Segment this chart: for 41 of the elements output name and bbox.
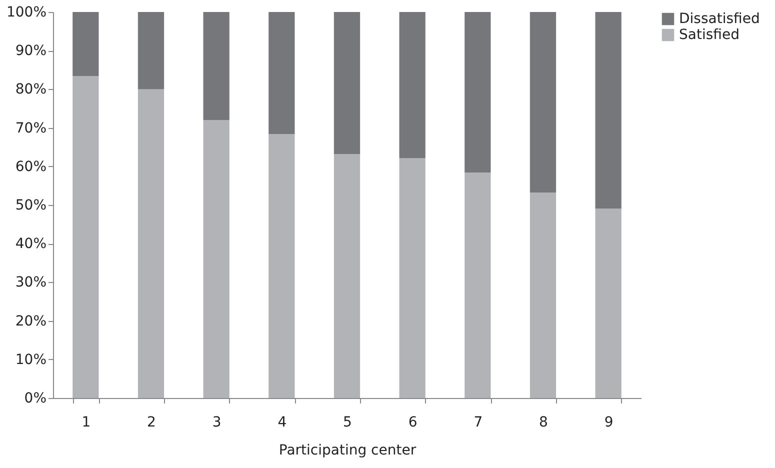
y-tick-label: 60%	[15, 158, 46, 175]
y-tick-label: 100%	[6, 4, 46, 20]
y-tick-label: 10%	[15, 352, 46, 368]
x-tick-label: 9	[604, 414, 614, 430]
x-tick-label: 7	[474, 414, 483, 430]
legend-label: Satisfied	[679, 27, 740, 43]
x-tick-label: 4	[278, 414, 287, 430]
x-tick-label: 3	[212, 414, 222, 430]
y-tick-label: 40%	[15, 236, 46, 252]
bar	[464, 12, 491, 173]
x-tick-label: 5	[343, 414, 352, 430]
y-tick-label: 50%	[15, 198, 46, 214]
bar	[268, 134, 295, 398]
bar	[530, 192, 556, 398]
bar	[399, 12, 426, 158]
bar	[203, 12, 230, 120]
bar	[399, 158, 426, 398]
bar	[138, 12, 164, 90]
y-tick-label: 80%	[15, 82, 46, 98]
bar	[138, 89, 164, 398]
bar	[72, 76, 99, 398]
bar	[595, 12, 622, 208]
x-axis-title: Participating center	[278, 442, 416, 458]
bar	[464, 172, 491, 398]
bar	[72, 12, 99, 76]
x-tick-label: 6	[408, 414, 418, 430]
y-tick-label: 70%	[15, 120, 46, 136]
bar	[268, 12, 295, 134]
x-tick-label: 1	[82, 414, 91, 430]
bar	[530, 12, 556, 193]
bar	[595, 208, 622, 398]
y-tick-label: 0%	[24, 390, 46, 406]
y-tick-label: 30%	[15, 274, 46, 291]
x-tick-label: 8	[539, 414, 548, 430]
y-tick-label: 90%	[15, 43, 46, 60]
y-tick-label: 20%	[15, 313, 46, 330]
bar	[334, 154, 360, 398]
x-tick-label: 2	[147, 414, 156, 430]
bar	[203, 120, 230, 398]
bar	[334, 12, 360, 154]
legend-label: Dissatisfied	[679, 11, 760, 27]
